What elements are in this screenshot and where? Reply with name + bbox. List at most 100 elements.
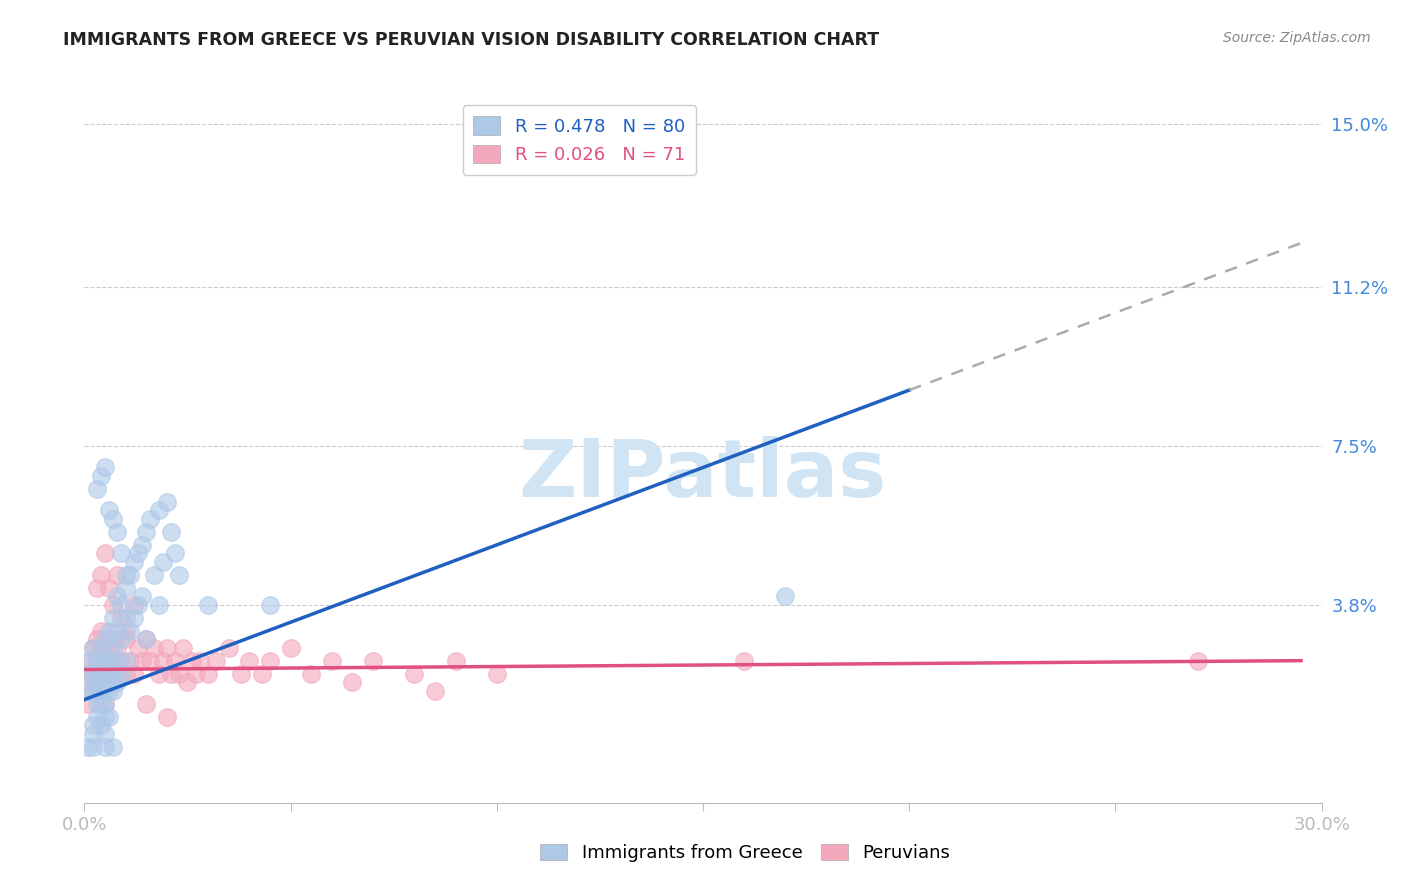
Point <box>105 524 128 539</box>
Point <box>90 641 112 656</box>
Point <box>82 666 104 681</box>
Point <box>122 598 145 612</box>
Point <box>114 632 136 647</box>
Point <box>103 632 125 647</box>
Point <box>86 632 108 647</box>
Point <box>143 568 166 582</box>
Point <box>148 666 170 681</box>
Point <box>86 684 108 698</box>
Point <box>165 654 187 668</box>
Point <box>110 611 132 625</box>
Point <box>197 598 219 612</box>
Text: ZIPatlas: ZIPatlas <box>519 435 887 514</box>
Point <box>105 666 128 681</box>
Point <box>114 568 136 582</box>
Point <box>139 512 162 526</box>
Point <box>82 666 104 681</box>
Point <box>90 666 112 681</box>
Point <box>90 641 112 656</box>
Point <box>238 654 260 668</box>
Legend: R = 0.478   N = 80, R = 0.026   N = 71: R = 0.478 N = 80, R = 0.026 N = 71 <box>463 105 696 175</box>
Point <box>86 666 108 681</box>
Point <box>127 641 149 656</box>
Point <box>94 684 117 698</box>
Point <box>86 697 108 711</box>
Point <box>172 641 194 656</box>
Text: IMMIGRANTS FROM GREECE VS PERUVIAN VISION DISABILITY CORRELATION CHART: IMMIGRANTS FROM GREECE VS PERUVIAN VISIO… <box>63 31 879 49</box>
Point <box>103 611 125 625</box>
Point <box>82 739 104 754</box>
Point <box>165 546 187 560</box>
Point <box>94 460 117 475</box>
Point <box>77 654 100 668</box>
Point <box>114 624 136 638</box>
Point <box>98 710 121 724</box>
Point <box>135 632 157 647</box>
Point <box>110 546 132 560</box>
Point <box>361 654 384 668</box>
Point <box>77 666 100 681</box>
Point <box>82 641 104 656</box>
Point <box>90 697 112 711</box>
Point <box>110 632 132 647</box>
Point <box>139 654 162 668</box>
Point <box>135 632 157 647</box>
Point <box>160 524 183 539</box>
Point <box>105 654 128 668</box>
Point <box>98 666 121 681</box>
Point <box>259 654 281 668</box>
Point <box>77 654 100 668</box>
Point <box>98 641 121 656</box>
Point <box>103 739 125 754</box>
Point <box>184 666 207 681</box>
Point <box>444 654 467 668</box>
Point <box>94 697 117 711</box>
Point <box>86 710 108 724</box>
Point <box>280 641 302 656</box>
Point <box>77 675 100 690</box>
Point <box>94 739 117 754</box>
Point <box>86 675 108 690</box>
Point <box>105 641 128 656</box>
Y-axis label: Vision Disability: Vision Disability <box>0 380 8 512</box>
Point <box>98 624 121 638</box>
Point <box>94 710 117 724</box>
Point <box>114 666 136 681</box>
Point <box>98 684 121 698</box>
Point <box>94 675 117 690</box>
Point <box>176 675 198 690</box>
Point <box>114 611 136 625</box>
Text: Source: ZipAtlas.com: Source: ZipAtlas.com <box>1223 31 1371 45</box>
Point <box>122 666 145 681</box>
Point <box>188 654 211 668</box>
Point <box>103 654 125 668</box>
Point <box>90 469 112 483</box>
Point <box>98 581 121 595</box>
Point <box>77 684 100 698</box>
Point <box>1187 654 1209 668</box>
Point <box>127 598 149 612</box>
Point <box>105 675 128 690</box>
Point <box>82 718 104 732</box>
Point <box>143 641 166 656</box>
Point <box>94 654 117 668</box>
Point <box>86 654 108 668</box>
Point <box>82 684 104 698</box>
Point <box>404 666 426 681</box>
Point <box>131 654 153 668</box>
Point <box>110 654 132 668</box>
Point <box>180 654 202 668</box>
Point <box>98 654 121 668</box>
Point <box>775 590 797 604</box>
Point <box>148 503 170 517</box>
Point <box>122 555 145 569</box>
Point <box>122 611 145 625</box>
Point <box>148 598 170 612</box>
Point <box>299 666 322 681</box>
Point <box>131 538 153 552</box>
Point <box>94 546 117 560</box>
Point <box>90 568 112 582</box>
Point <box>423 684 446 698</box>
Point <box>98 503 121 517</box>
Point <box>94 632 117 647</box>
